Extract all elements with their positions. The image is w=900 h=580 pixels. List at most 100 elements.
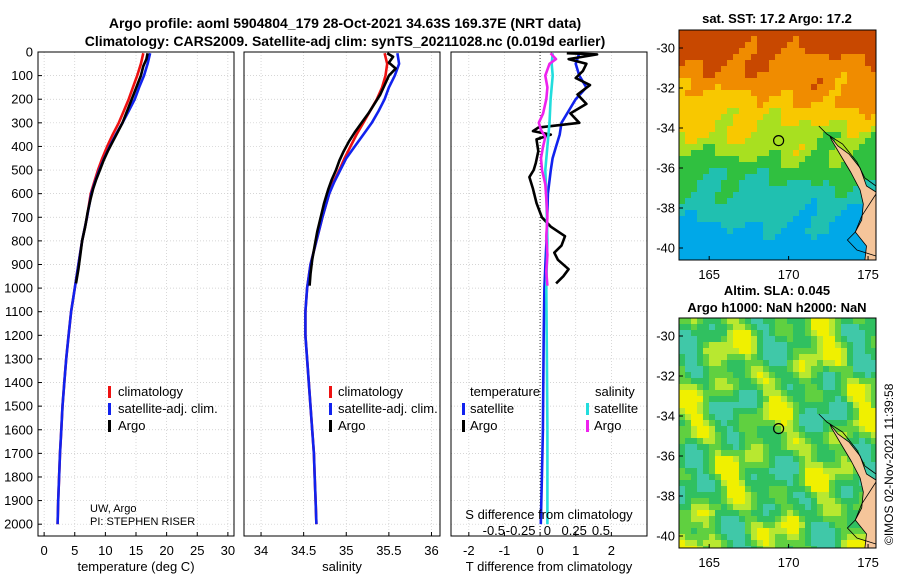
map-cell <box>751 498 758 505</box>
map-cell <box>763 324 770 331</box>
map-cell <box>841 228 848 235</box>
map-cell <box>691 216 698 223</box>
map-cell <box>709 48 716 55</box>
map-cell <box>703 204 710 211</box>
map-cell <box>685 246 692 253</box>
map-cell <box>835 36 842 43</box>
map-cell <box>835 48 842 55</box>
map-cell <box>769 402 776 409</box>
map-cell <box>727 192 734 199</box>
map-cell <box>745 396 752 403</box>
map-cell <box>763 390 770 397</box>
salinity-grid <box>244 51 440 536</box>
map-cell <box>757 420 764 427</box>
lat-tick-label: -30 <box>656 329 675 344</box>
map-cell <box>829 228 836 235</box>
map-cell <box>703 234 710 241</box>
map-cell <box>859 384 866 391</box>
map-cell <box>769 450 776 457</box>
map-cell <box>817 384 824 391</box>
map-cell <box>841 42 848 49</box>
map-cell <box>763 222 770 229</box>
x-tick-label: 20 <box>159 543 173 558</box>
map-cell <box>757 174 764 181</box>
map-cell <box>787 432 794 439</box>
map-cell <box>805 408 812 415</box>
map-cell <box>685 180 692 187</box>
map-cell <box>751 438 758 445</box>
map-cell <box>823 480 830 487</box>
map-cell <box>799 90 806 97</box>
legend-swatch-t-satellite <box>462 403 465 415</box>
map-cell <box>817 480 824 487</box>
map-cell <box>721 462 728 469</box>
map-cell <box>769 468 776 475</box>
map-cell <box>841 234 848 241</box>
map-cell <box>847 102 854 109</box>
map-cell <box>703 36 710 43</box>
map-cell <box>775 192 782 199</box>
map-cell <box>769 318 776 325</box>
map-cell <box>769 204 776 211</box>
map-cell <box>859 372 866 379</box>
map-cell <box>847 138 854 145</box>
map-cell <box>745 486 752 493</box>
map-cell <box>709 102 716 109</box>
map-cell <box>793 408 800 415</box>
map-cell <box>715 528 722 535</box>
map-cell <box>865 354 872 361</box>
map-cell <box>823 450 830 457</box>
map-cell <box>769 162 776 169</box>
map-cell <box>751 234 758 241</box>
map-cell <box>679 216 686 223</box>
map-cell <box>733 258 740 260</box>
map-cell <box>709 60 716 67</box>
map-cell <box>769 540 776 547</box>
map-cell <box>757 54 764 61</box>
map-cell <box>679 432 686 439</box>
map-cell <box>805 420 812 427</box>
map-cell <box>757 210 764 217</box>
map-cell <box>739 498 746 505</box>
map-cell <box>721 120 728 127</box>
map-cell <box>787 390 794 397</box>
map-cell <box>721 198 728 205</box>
map-cell <box>733 438 740 445</box>
map-cell <box>739 510 746 517</box>
map-cell <box>721 114 728 121</box>
map-cell <box>715 84 722 91</box>
map-cell <box>781 204 788 211</box>
map-cell <box>733 408 740 415</box>
map-cell <box>817 258 824 260</box>
map-cell <box>853 30 860 37</box>
map-cell <box>853 540 860 547</box>
map-cell <box>787 540 794 547</box>
salinity-panel: 34 34.5 35 35.5 36 salinity climatology sate… <box>243 51 441 574</box>
map-cell <box>853 258 860 260</box>
map-cell <box>799 480 806 487</box>
map-cell <box>709 384 716 391</box>
map-cell <box>751 204 758 211</box>
map-cell <box>751 486 758 493</box>
map-cell <box>727 246 734 253</box>
map-cell <box>757 414 764 421</box>
map-cell <box>757 192 764 199</box>
map-cell <box>691 186 698 193</box>
map-cell <box>697 60 704 67</box>
map-cell <box>733 444 740 451</box>
map-cell <box>751 390 758 397</box>
map-cell <box>685 342 692 349</box>
map-cell <box>835 336 842 343</box>
map-cell <box>823 96 830 103</box>
map-cell <box>715 348 722 355</box>
map-cell <box>775 534 782 541</box>
map-cell <box>835 132 842 139</box>
map-cell <box>799 390 806 397</box>
map-cell <box>697 78 704 85</box>
map-cell <box>679 120 686 127</box>
map-cell <box>787 120 794 127</box>
map-cell <box>793 222 800 229</box>
map-cell <box>739 444 746 451</box>
map-cell <box>769 138 776 145</box>
map-cell <box>727 330 734 337</box>
